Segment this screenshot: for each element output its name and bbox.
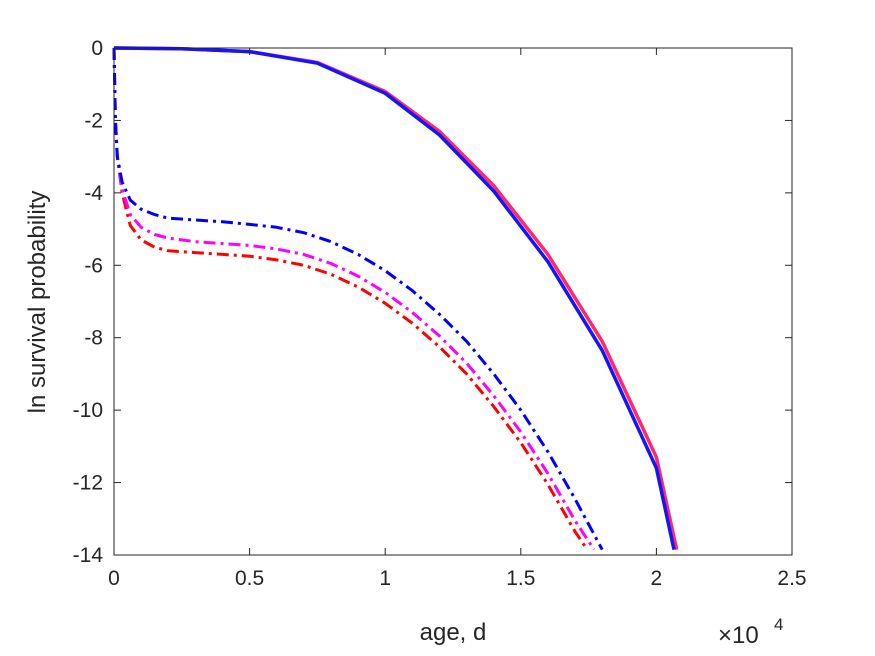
y-tick-label: -8 bbox=[84, 327, 103, 350]
y-tick-label: -6 bbox=[84, 254, 103, 277]
x-exponent-power: 4 bbox=[774, 615, 783, 634]
x-tick-label: 0 bbox=[108, 567, 120, 590]
y-tick-label: -4 bbox=[84, 182, 103, 205]
y-tick-label: -14 bbox=[73, 544, 104, 567]
x-tick-label: 1 bbox=[379, 567, 391, 590]
x-tick-label: 2.5 bbox=[777, 567, 806, 590]
x-exponent-base: ×10 bbox=[718, 622, 759, 649]
x-tick-label: 1.5 bbox=[506, 567, 535, 590]
y-tick-label: -10 bbox=[73, 399, 103, 422]
y-tick-label: -2 bbox=[84, 109, 103, 132]
x-tick-label: 0.5 bbox=[235, 567, 264, 590]
series-line-3 bbox=[112, 47, 589, 551]
x-axis-label: age, d bbox=[420, 619, 487, 646]
y-tick-label: 0 bbox=[91, 37, 103, 60]
series-line-5 bbox=[112, 47, 604, 551]
y-tick-label: -12 bbox=[73, 472, 103, 495]
plot-area bbox=[114, 48, 792, 555]
series-line-2 bbox=[113, 46, 676, 550]
x-tick-label: 2 bbox=[651, 567, 663, 590]
y-axis-label: ln survival probability bbox=[24, 191, 51, 414]
tick-layer: 0 0.5 1 1.5 2 2.5 0 -2 -4 -6 -8 -10 -12 -14 bbox=[73, 37, 807, 590]
axes-box bbox=[113, 47, 793, 556]
series-layer bbox=[112, 46, 679, 551]
